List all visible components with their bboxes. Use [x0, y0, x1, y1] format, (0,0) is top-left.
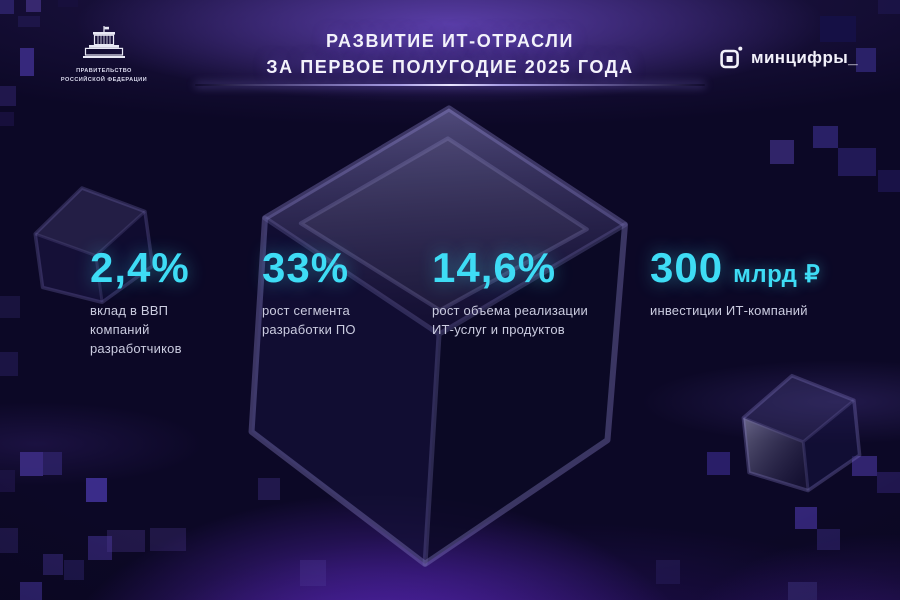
stat-software-segment-growth: 33% рост сегмента разработки ПО: [262, 247, 359, 340]
stat-it-investments: 300 млрд ₽ инвестиции ИТ-компаний: [650, 247, 820, 321]
stat-value: 33%: [262, 244, 350, 291]
stat-value: 14,6%: [432, 244, 557, 291]
stat-value: 2,4%: [90, 244, 190, 291]
stat-label: рост сегмента разработки ПО: [262, 303, 356, 337]
stat-label: вклад в ВВП компаний разработчиков: [90, 303, 182, 356]
ministry-logo-icon: [720, 46, 743, 69]
stat-label: инвестиции ИТ-компаний: [650, 303, 808, 318]
header-divider-line: [195, 84, 705, 86]
stat-it-services-growth: 14,6% рост объема реализации ИТ-услуг и …: [432, 247, 588, 340]
ministry-logo: минцифры_: [720, 46, 858, 70]
stat-value: 300: [650, 244, 724, 291]
stat-label: рост объема реализации ИТ-услуг и продук…: [432, 303, 589, 337]
ministry-logo-label: минцифры_: [750, 48, 858, 67]
stat-unit: млрд ₽: [733, 261, 821, 288]
stat-gdp-contribution: 2,4% вклад в ВВП компаний разработчиков: [90, 247, 200, 359]
header: ПРАВИТЕЛЬСТВО РОССИЙСКОЙ ФЕДЕРАЦИИ РАЗВИ…: [0, 0, 900, 90]
